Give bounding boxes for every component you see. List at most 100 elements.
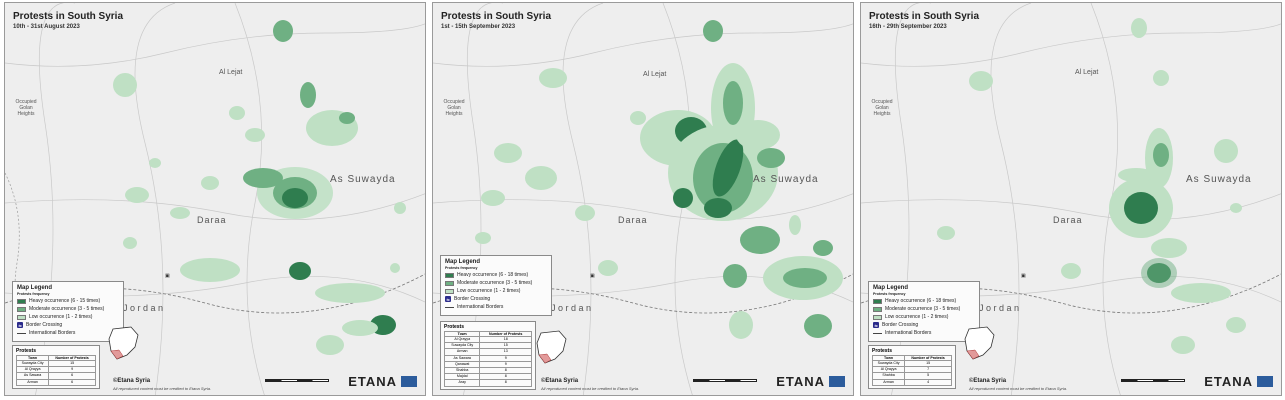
place-label-daraa: Daraa xyxy=(1053,215,1083,225)
credit-note: All reproduced content must be credited … xyxy=(969,386,1068,391)
heavy-swatch-icon xyxy=(445,272,454,278)
place-label-lejat: Al Lejat xyxy=(219,69,243,76)
legend-subtitle: Protests frequency xyxy=(17,292,50,296)
border-crossing-icon: ⇆ xyxy=(873,322,879,328)
legend-border-crossing: Border Crossing xyxy=(882,322,919,328)
place-label-jordan: J o r d a n xyxy=(123,303,164,313)
legend-heavy: Heavy occurrence (6 - 18 times) xyxy=(885,298,957,304)
protests-table: Protests Town Number of Protests Al Qrayy… xyxy=(440,321,536,390)
map-subtitle: 1st - 15th September 2023 xyxy=(441,24,516,30)
heavy-swatch-icon xyxy=(873,298,882,304)
place-label-golan: Occupied Golan Heights xyxy=(15,99,37,117)
table-row: Qanawat 9 xyxy=(443,360,532,369)
brand-logo: ETANA xyxy=(348,374,397,389)
brand-logo: ETANA xyxy=(1204,374,1253,389)
protests-table: Protests Town Number of Protests Suwayda … xyxy=(868,345,956,389)
credit: ©Etana Syria xyxy=(969,378,1007,384)
table-row: Suwayda City 15 xyxy=(871,359,952,368)
credit-note: All reproduced content must be credited … xyxy=(113,386,212,391)
moderate-swatch-icon xyxy=(445,280,454,286)
legend-border-crossing: Border Crossing xyxy=(454,296,491,302)
brand-logo-icon xyxy=(1257,376,1273,387)
table-row: Al Qrayya 18 xyxy=(443,335,532,344)
protests-table-title: Protests xyxy=(872,348,893,354)
legend-heavy: Heavy occurrence (6 - 15 times) xyxy=(29,298,101,304)
table-row: Suwayda City 15 xyxy=(15,359,96,368)
place-label-golan: Occupied Golan Heights xyxy=(871,99,893,117)
credit: ©Etana Syria xyxy=(541,378,579,384)
legend-borders: International Borders xyxy=(885,330,932,336)
table-row: Arman 4 xyxy=(871,378,952,386)
syria-locator-map xyxy=(964,326,995,360)
syria-locator-map xyxy=(108,326,139,360)
place-label-suwayda: As Suwayda xyxy=(1186,174,1252,185)
map-legend: Map Legend Protests frequency Heavy occu… xyxy=(12,281,124,342)
map-panel-early-september: Protests in South Syria 1st - 15th Septe… xyxy=(432,2,854,396)
basemap xyxy=(433,3,853,395)
table-row: Shahba 8 xyxy=(443,366,532,375)
table-row: Majdal 8 xyxy=(443,373,532,381)
place-label-jordan: J o r d a n xyxy=(979,303,1020,313)
table-row: As Sawara 6 xyxy=(15,372,96,380)
protests-table-title: Protests xyxy=(16,348,37,354)
legend-title: Map Legend xyxy=(445,259,481,265)
border-crossing-marker-icon: ▣ xyxy=(165,273,170,279)
brand-logo-icon xyxy=(401,376,417,387)
brand-logo-icon xyxy=(829,376,845,387)
map-subtitle: 10th - 31st August 2023 xyxy=(13,24,80,30)
credit: ©Etana Syria xyxy=(113,378,151,384)
map-title: Protests in South Syria xyxy=(869,11,980,22)
legend-borders: International Borders xyxy=(457,304,504,310)
border-crossing-icon: ⇆ xyxy=(17,322,23,328)
table-row: Arman 13 xyxy=(443,348,532,356)
scale-bar xyxy=(1121,379,1185,382)
credit-note: All reproduced content must be credited … xyxy=(541,386,640,391)
border-line-icon xyxy=(445,306,454,308)
legend-border-crossing: Border Crossing xyxy=(26,322,63,328)
brand-logo: ETANA xyxy=(776,374,825,389)
legend-low: Low occurrence (1 - 2 times) xyxy=(29,314,93,320)
legend-moderate: Moderate occurrence (3 - 5 times) xyxy=(457,280,533,286)
map-legend: Map Legend Protests frequency Heavy occu… xyxy=(440,255,552,316)
legend-moderate: Moderate occurrence (3 - 5 times) xyxy=(885,306,961,312)
table-header-count: Number of Protests xyxy=(48,355,96,361)
place-label-daraa: Daraa xyxy=(197,215,227,225)
map-panel-late-september: Protests in South Syria 16th - 29th Sept… xyxy=(860,2,1282,396)
map-title: Protests in South Syria xyxy=(441,11,552,22)
table-row: As Sawara 9 xyxy=(443,354,532,362)
map-subtitle: 16th - 29th September 2023 xyxy=(869,24,947,30)
table-row: Suwayda City 15 xyxy=(443,342,532,350)
legend-subtitle: Protests frequency xyxy=(445,266,478,270)
protests-table-title: Protests xyxy=(444,324,465,330)
basemap xyxy=(861,3,1281,395)
place-label-jordan: J o r d a n xyxy=(551,303,592,313)
legend-borders: International Borders xyxy=(29,330,76,336)
legend-heavy: Heavy occurrence (6 - 18 times) xyxy=(457,272,529,278)
moderate-swatch-icon xyxy=(873,306,882,312)
border-crossing-marker-icon: ▣ xyxy=(590,273,595,279)
table-row: Shahba 5 xyxy=(871,372,952,380)
protest-heatmap xyxy=(113,20,406,355)
table-row: Al Qrayya 9 xyxy=(15,366,96,374)
place-label-golan: Occupied Golan Heights xyxy=(443,99,465,117)
table-row: Al Qrayya 7 xyxy=(871,366,952,374)
border-line-icon xyxy=(17,332,26,334)
border-crossing-icon: ⇆ xyxy=(445,296,451,302)
border-crossing-marker-icon: ▣ xyxy=(1021,273,1026,279)
map-legend: Map Legend Protests frequency Heavy occu… xyxy=(868,281,980,342)
map-title: Protests in South Syria xyxy=(13,11,124,22)
low-swatch-icon xyxy=(445,288,454,294)
protests-table: Protests Town Number of Protests Suwayda … xyxy=(12,345,100,389)
heavy-swatch-icon xyxy=(17,298,26,304)
map-panel-august: Protests in South Syria 10th - 31st Augu… xyxy=(4,2,426,396)
legend-low: Low occurrence (1 - 2 times) xyxy=(457,288,521,294)
place-label-suwayda: As Suwayda xyxy=(330,174,396,185)
table-row: Arman 6 xyxy=(15,378,96,386)
legend-low: Low occurrence (1 - 2 times) xyxy=(885,314,949,320)
legend-title: Map Legend xyxy=(17,285,53,291)
protest-heatmap xyxy=(937,18,1246,354)
place-label-lejat: Al Lejat xyxy=(1075,69,1099,76)
table-row: Aray 8 xyxy=(443,379,532,387)
table-header-count: Number of Protests xyxy=(904,355,952,361)
low-swatch-icon xyxy=(873,314,882,320)
